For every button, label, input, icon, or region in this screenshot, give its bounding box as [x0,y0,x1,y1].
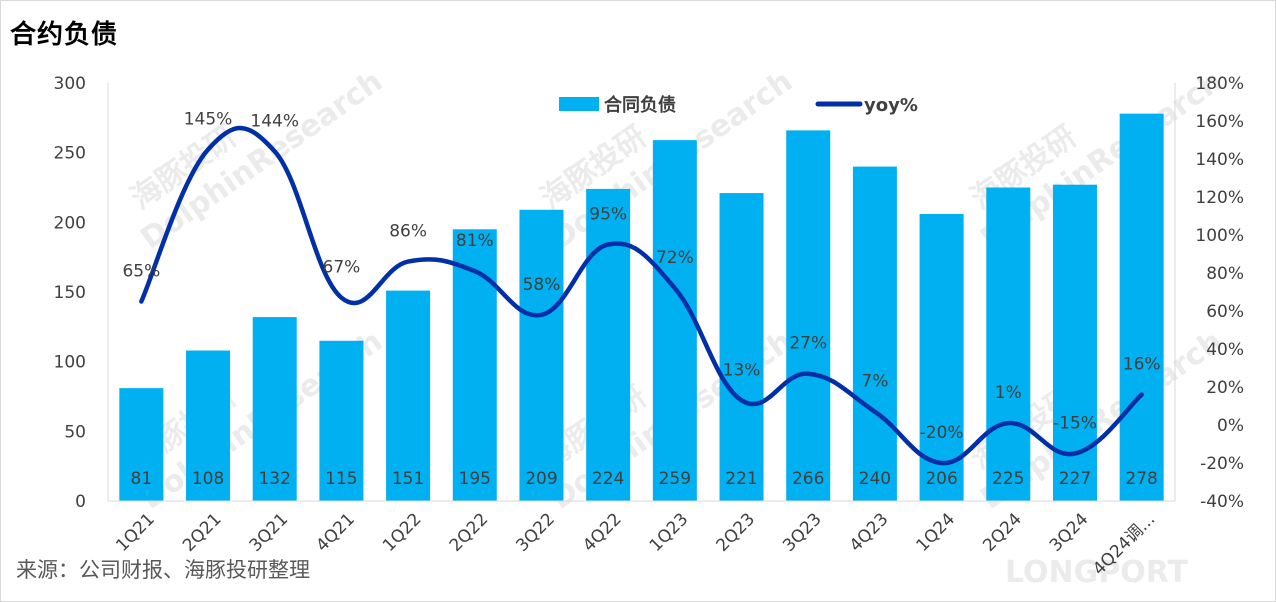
line-value-label: 7% [861,372,888,392]
x-tick-label: 4Q22 [579,509,626,556]
y-right-tick-label: 40% [1206,340,1244,360]
y-right-tick-label: 80% [1206,264,1244,284]
y-right-tick-label: 20% [1206,378,1244,398]
y-right-tick-label: -40% [1200,492,1244,512]
line-value-label: 1% [995,383,1022,403]
line-value-label: 144% [250,111,299,131]
bar [252,317,297,501]
bar-value-label: 108 [192,469,224,489]
y-right-tick-label: 0% [1217,416,1244,436]
bar [586,188,631,502]
line-value-label: 145% [184,110,233,130]
x-tick-label: 4Q23 [846,509,893,556]
line-value-label: 65% [122,262,160,282]
y-left-tick-label: 250 [54,144,86,164]
bar [186,350,231,501]
x-tick-label: 1Q21 [112,509,159,556]
bar [852,166,897,501]
bar [919,213,964,501]
bar-value-label: 278 [1125,469,1157,489]
line-value-label: -15% [1053,414,1097,434]
bar [452,229,497,502]
bar [719,193,764,501]
bar [652,140,697,502]
watermark-brand: LONGPORT [1005,555,1189,590]
line-value-label: -20% [920,423,964,443]
x-tick-label: 1Q22 [379,509,426,556]
line-value-label: 27% [789,334,827,354]
legend-bar-label: 合同负债 [604,94,676,116]
y-right-tick-label: 160% [1195,112,1244,132]
y-right-tick-label: 60% [1206,302,1244,322]
bar-value-label: 115 [325,469,357,489]
bar-value-label: 240 [859,469,891,489]
bar [519,209,564,501]
bar-series: 81 108 132 115 151 195 209 224 259 221 266 240 206 22… [119,113,1164,502]
bar-value-label: 206 [925,469,957,489]
y-left-tick-label: 0 [75,492,86,512]
y-left-tick-label: 200 [54,213,86,233]
line-value-label: 86% [389,222,427,242]
chart-title: 合约负债 [10,20,119,50]
legend-bar-swatch [559,97,599,111]
x-tick-label: 3Q23 [779,509,826,556]
bar [386,290,431,501]
y-left-tick-label: 50 [64,422,86,442]
bar-value-label: 259 [659,469,691,489]
yoy-line [139,125,1144,466]
bar-value-label: 195 [459,469,491,489]
legend: 合同负债 yoy% [559,94,918,116]
x-tick-label: 1Q23 [646,509,693,556]
x-tick-label: 3Q24 [1046,509,1093,556]
line-value-label: 81% [456,231,494,251]
source-note: 来源：公司财报、海豚投研整理 [16,558,310,582]
y-left-tick-label: 150 [54,283,86,303]
line-value-label: 67% [323,258,361,278]
bar [319,340,364,501]
y-left-tick-label: 100 [54,353,86,373]
y-right-tick-label: -20% [1200,454,1244,474]
bar-value-label: 132 [258,469,290,489]
x-tick-label: 2Q23 [713,509,760,556]
bar-value-label: 209 [525,469,557,489]
bar-value-label: 81 [131,469,153,489]
x-tick-label: 2Q21 [179,509,226,556]
bar-value-label: 266 [792,469,824,489]
bar-value-label: 225 [992,469,1024,489]
bar-value-label: 224 [592,469,624,489]
bar [119,388,164,501]
bar-value-label: 221 [725,469,757,489]
x-tick-label: 3Q21 [246,509,293,556]
line-value-label: 95% [589,205,627,225]
legend-line-label: yoy% [864,95,918,116]
x-tick-label: 2Q24 [979,509,1026,556]
line-value-label: 16% [1123,355,1161,375]
line-value-label: 72% [656,248,694,268]
x-tick-label: 2Q22 [446,509,493,556]
line-series: 65% 145% 144% 67% 86% 81% 58% 95% 72% 13% 27% 7% -20… [122,110,1161,466]
y-right-tick-label: 120% [1195,188,1244,208]
y-right-tick-label: 180% [1195,74,1244,94]
bar-value-label: 151 [392,469,424,489]
bar [786,130,831,501]
bar-value-label: 227 [1059,469,1091,489]
bar [986,187,1031,501]
line-value-label: 58% [523,275,561,295]
bar [1119,113,1164,502]
x-tick-label: 4Q21 [312,509,359,556]
line-value-label: 13% [723,360,761,380]
y-right-tick-label: 140% [1195,150,1244,170]
x-tick-label: 1Q24 [913,509,960,556]
y-right-tick-label: 100% [1195,226,1244,246]
y-left-tick-label: 300 [54,74,86,94]
x-tick-label: 3Q22 [512,509,559,556]
